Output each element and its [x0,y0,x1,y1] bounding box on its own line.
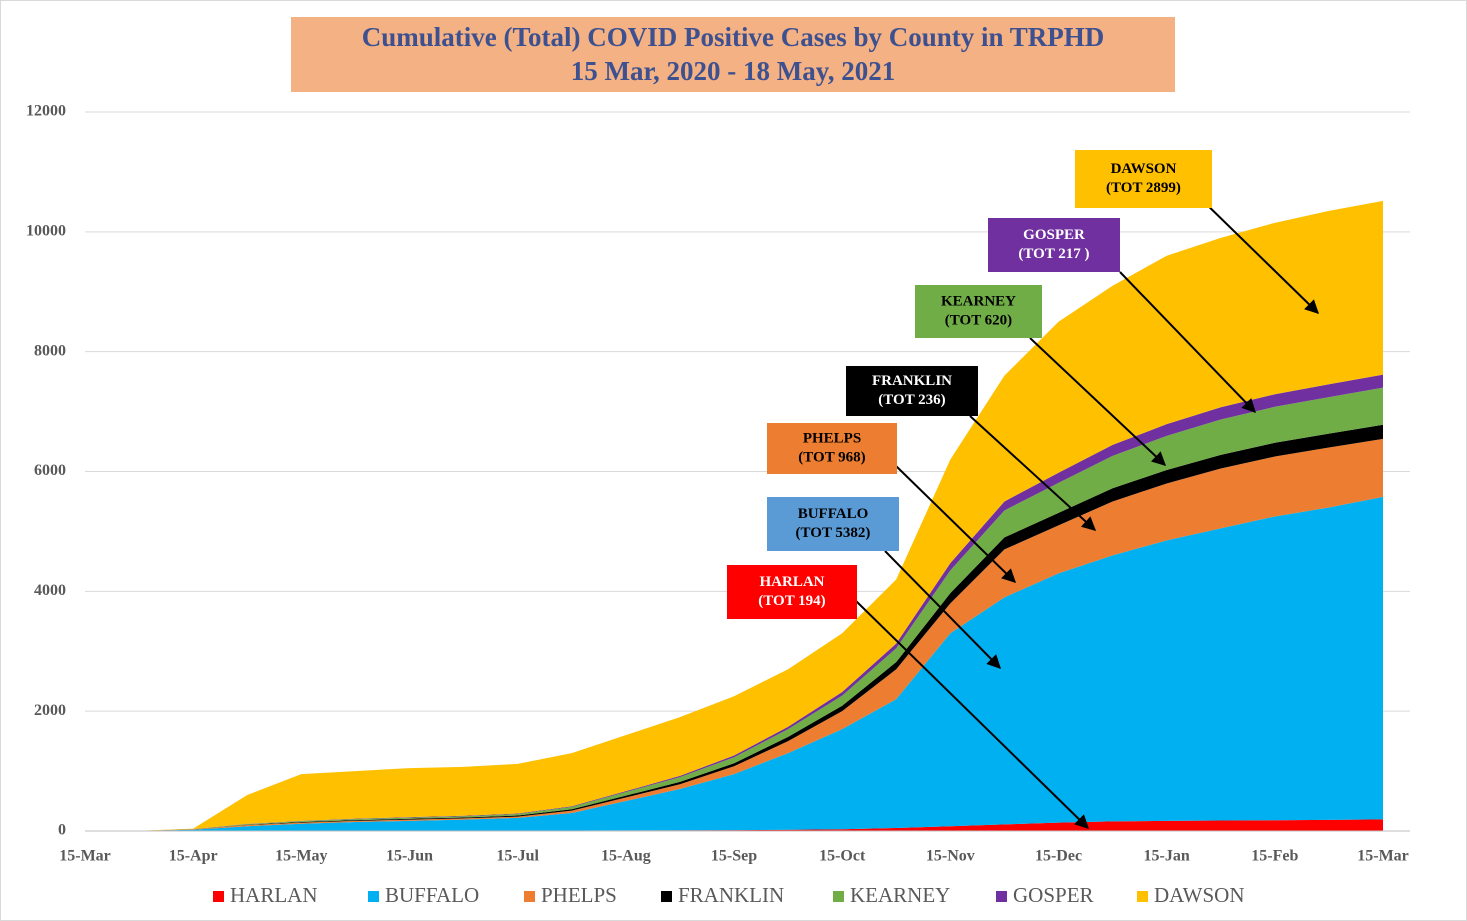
annotation-box [767,497,899,551]
y-tick-label: 12000 [26,103,66,120]
y-tick-label: 10000 [26,223,66,240]
x-tick-label: 15-Dec [1035,848,1082,865]
x-tick-label: 15-Mar [1357,848,1409,865]
annotation-arrow [969,415,1097,531]
legend-label: GOSPER [1013,883,1094,907]
annotation-box [988,218,1120,272]
y-tick-label: 6000 [34,462,66,479]
x-tick-label: 15-Jan [1144,848,1190,865]
legend-label: BUFFALO [385,883,479,907]
chart-title: Cumulative (Total) COVID Positive Cases … [362,22,1105,52]
annotation-text: BUFFALO [798,506,869,522]
annotation-text: GOSPER [1023,227,1085,243]
annotation-arrow [1029,337,1167,466]
area [85,819,1383,831]
annotation-box [915,285,1042,338]
x-tick-label: 15-Sep [711,848,757,865]
area [85,496,1383,831]
y-tick-label: 4000 [34,582,66,599]
y-tick-label: 2000 [34,702,66,719]
legend-label: DAWSON [1154,883,1244,907]
areas [85,200,1383,832]
x-tick-label: 15-Nov [926,848,975,865]
annotation-box [1075,150,1212,208]
x-tick-label: 15-Jun [386,848,433,865]
annotation-text: (TOT 217 ) [1018,246,1089,262]
annotation-text: HARLAN [759,574,824,590]
legend-label: FRANKLIN [678,883,784,907]
annotation-text: (TOT 2899) [1106,180,1181,196]
area [85,438,1383,831]
x-tick-label: 15-Feb [1251,848,1298,865]
annotation-box [767,423,897,474]
x-tick-label: 15-Oct [819,848,866,865]
annotation-text: (TOT 620) [945,312,1012,328]
y-tick-label: 8000 [34,342,66,359]
x-tick-label: 15-May [275,848,327,865]
legend-label: PHELPS [541,883,617,907]
annotation-arrow [894,464,1017,583]
annotation-text: PHELPS [803,430,861,446]
annotation-text: DAWSON [1111,161,1177,177]
x-tick-label: 15-Jul [496,848,539,865]
legend-swatch [368,891,379,902]
legend-swatch [661,891,672,902]
legend-swatch [1137,891,1148,902]
annotation-text: (TOT 968) [798,449,865,465]
x-tick-label: 15-Mar [59,848,111,865]
annotations: DAWSON (TOT 2899) GOSPER (TOT 217 ) KEARNEY (… [727,150,1320,829]
legend-label: KEARNEY [850,883,950,907]
annotation-arrow [884,550,1001,669]
annotation-text: KEARNEY [941,293,1016,309]
annotation-box [727,565,857,619]
chart-subtitle: 15 Mar, 2020 - 18 May, 2021 [571,56,895,86]
annotation-text: (TOT 5382) [796,525,871,541]
annotation-text: (TOT 194) [758,593,825,609]
legend-swatch [833,891,844,902]
area [85,387,1383,831]
area [85,200,1383,832]
legend-swatch [996,891,1007,902]
legend-swatch [524,891,535,902]
annotation-arrow [854,599,1090,829]
legend-label: HARLAN [230,883,318,907]
legend-swatch [213,891,224,902]
annotation-arrow [1197,195,1320,314]
annotation-box [846,366,978,416]
y-tick-label: 0 [58,822,66,839]
legend: HARLAN BUFFALO PHELPS FRANKLIN KEARNEY GOSPER… [213,883,1244,907]
annotation-arrow [1119,271,1256,414]
title-box [291,17,1175,92]
annotation-text: FRANKLIN [872,373,952,389]
x-tick-label: 15-Apr [169,848,218,865]
annotation-text: (TOT 236) [878,392,945,408]
x-tick-label: 15-Aug [601,848,651,865]
